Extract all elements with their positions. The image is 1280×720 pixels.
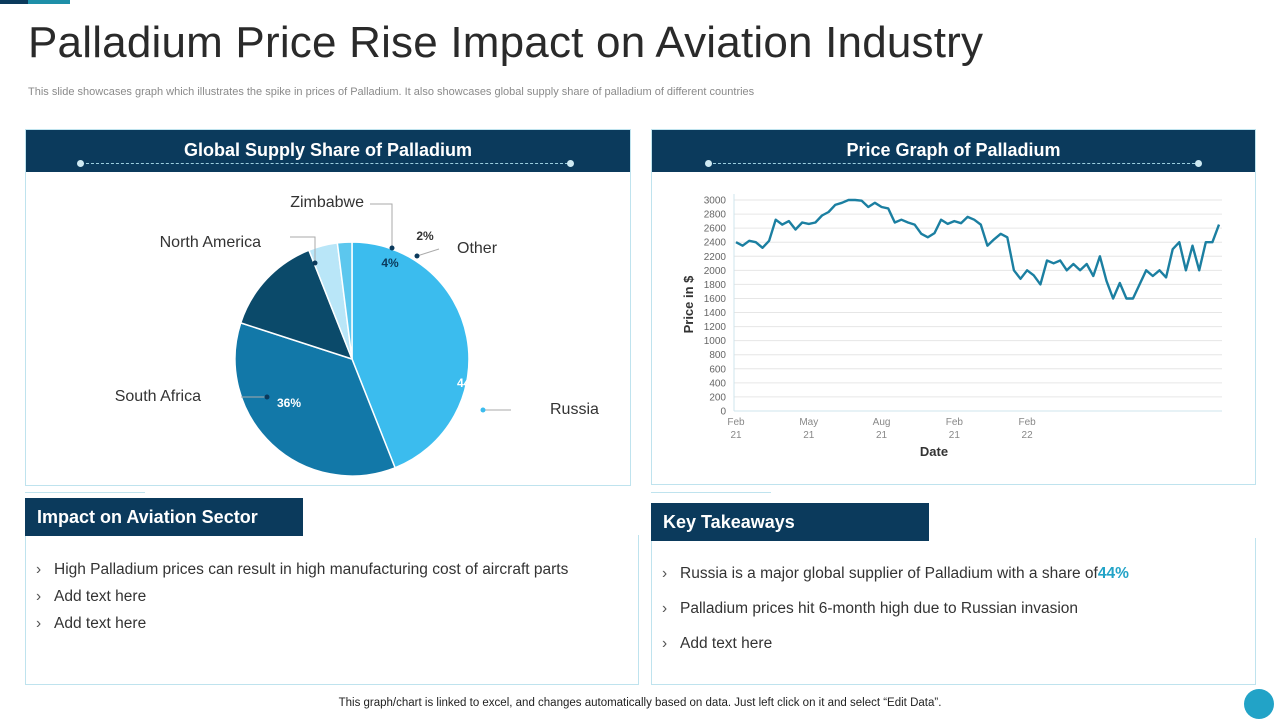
price-graph-panel: Price Graph of Palladium 0 200 400 600 800 10… — [651, 129, 1256, 485]
takeaways-heading: Key Takeaways — [651, 503, 929, 541]
pie-slice-other[interactable] — [336, 241, 353, 360]
takeaway-item: › Add text here — [662, 626, 1129, 661]
x-tick-label: Feb — [1019, 417, 1037, 428]
pie-value-label: 36% — [277, 396, 301, 410]
chevron-right-icon: › — [662, 565, 668, 582]
y-tick-label: 600 — [709, 364, 726, 375]
x-axis-title: Date — [920, 444, 948, 459]
pie-value-label: 4% — [381, 256, 399, 270]
impact-item-text: Add text here — [54, 615, 147, 632]
chevron-right-icon: › — [36, 615, 42, 632]
pie-leader-dot — [414, 253, 420, 259]
impact-list: › High Palladium prices can result in hig… — [36, 556, 568, 637]
y-axis-title: Price in $ — [681, 275, 696, 334]
supply-share-heading: Global Supply Share of Palladium — [26, 130, 630, 172]
price-line-chart[interactable]: 0 200 400 600 800 1000 1200 1400 1600 1800 2000 220… — [652, 173, 1255, 485]
x-tick-label: 22 — [1022, 430, 1034, 441]
y-tick-label: 2400 — [704, 238, 727, 249]
pie-leader-dot — [264, 394, 270, 400]
heading-dot-right — [567, 160, 574, 167]
y-tick-label: 1000 — [704, 336, 727, 347]
x-tick-label: Feb — [727, 417, 745, 428]
y-tick-label: 1600 — [704, 294, 727, 305]
pie-slice-north-america[interactable] — [239, 249, 354, 361]
chevron-right-icon: › — [662, 600, 668, 617]
pie-slice-south-africa[interactable] — [234, 321, 397, 477]
pie-leader-dot — [480, 407, 486, 413]
pie-category-label: South Africa — [115, 388, 201, 405]
heading-divider — [708, 163, 1200, 164]
takeaway-item-text: Add text here — [680, 635, 773, 652]
y-tick-label: 0 — [720, 407, 726, 418]
takeaway-item: › Russia is a major global supplier of Pa… — [662, 556, 1129, 591]
y-tick-label: 3000 — [704, 196, 727, 207]
takeaways-box — [651, 538, 1256, 685]
y-tick-label: 2600 — [704, 224, 727, 235]
impact-item: › High Palladium prices can result in hig… — [36, 556, 568, 583]
pie-value-label: 2% — [416, 229, 434, 243]
takeaways-top-rule — [651, 492, 771, 493]
page-subtitle: This slide showcases graph which illustr… — [28, 86, 755, 98]
heading-dot-right — [1195, 160, 1202, 167]
x-tick-label: 21 — [876, 430, 888, 441]
heading-divider — [81, 163, 573, 164]
y-tick-label: 2000 — [704, 266, 727, 277]
pie-category-label: Russia — [550, 401, 599, 418]
x-tick-label: 21 — [949, 430, 961, 441]
footer-note: This graph/chart is linked to excel, and… — [338, 697, 942, 709]
chevron-right-icon: › — [662, 635, 668, 652]
pie-leader-dot — [312, 260, 318, 266]
chevron-right-icon: › — [36, 588, 42, 605]
impact-item: › Add text here — [36, 610, 568, 637]
price-graph-heading: Price Graph of Palladium — [652, 130, 1255, 172]
x-tick-label: 21 — [803, 430, 815, 441]
heading-dot-left — [705, 160, 712, 167]
impact-heading: Impact on Aviation Sector — [25, 498, 303, 536]
impact-item-text: Add text here — [54, 588, 147, 605]
y-tick-label: 800 — [709, 350, 726, 361]
y-tick-label: 2200 — [704, 252, 727, 263]
supply-share-panel: Global Supply Share of Palladium 44%36%1… — [25, 129, 631, 486]
heading-dot-left — [77, 160, 84, 167]
pie-leader-line — [290, 236, 316, 263]
x-tick-label: May — [799, 417, 818, 428]
pie-category-label: Other — [457, 240, 498, 257]
price-series-line[interactable] — [735, 198, 1221, 300]
y-tick-label: 1800 — [704, 280, 727, 291]
pie-leader-line — [416, 248, 440, 257]
y-tick-label: 1200 — [704, 322, 727, 333]
pie-category-label: North America — [160, 234, 261, 251]
pie-value-label: 44% — [457, 376, 481, 390]
pie-leader-dot — [389, 245, 395, 251]
impact-item: › Add text here — [36, 583, 568, 610]
x-tick-label: 21 — [730, 430, 742, 441]
y-tick-label: 1400 — [704, 308, 727, 319]
takeaway-item-text: Russia is a major global supplier of Pal… — [680, 565, 1098, 582]
top-accent-bar-dark — [0, 0, 28, 4]
impact-item-text: High Palladium prices can result in high… — [54, 561, 569, 578]
pie-leader-line — [370, 203, 393, 248]
x-tick-label: Feb — [946, 417, 964, 428]
impact-box — [25, 535, 639, 685]
takeaway-highlight: 44% — [1097, 565, 1129, 582]
takeaway-item-text: Palladium prices hit 6-month high due to… — [680, 600, 1079, 617]
y-tick-label: 400 — [709, 378, 726, 389]
corner-badge — [1244, 689, 1274, 719]
x-tick-label: Aug — [873, 417, 891, 428]
takeaways-list: › Russia is a major global supplier of Pa… — [662, 556, 1129, 661]
y-tick-label: 2800 — [704, 210, 727, 221]
y-tick-label: 200 — [709, 392, 726, 403]
impact-top-rule — [25, 492, 145, 493]
top-accent-bar — [0, 0, 70, 4]
takeaway-item: › Palladium prices hit 6-month high due t… — [662, 591, 1129, 626]
pie-category-label: Zimbabwe — [290, 194, 364, 211]
chevron-right-icon: › — [36, 561, 42, 578]
page-title: Palladium Price Rise Impact on Aviation … — [28, 18, 984, 67]
